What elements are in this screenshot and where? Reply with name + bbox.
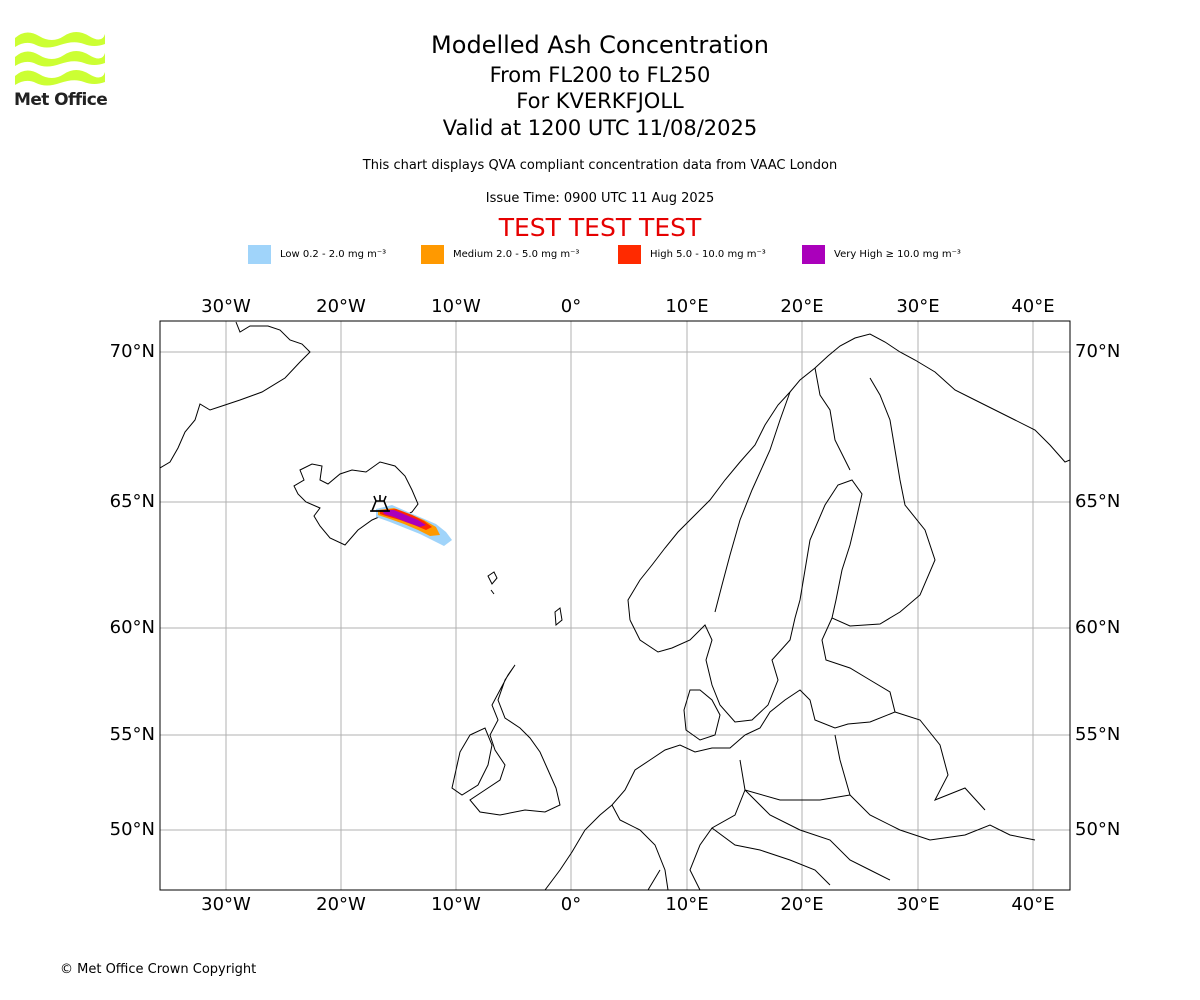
legend-item-low: Low 0.2 - 2.0 mg m⁻³ [248, 244, 386, 264]
lat-label: 60°N [110, 617, 155, 638]
coastline-finland [831, 377, 936, 627]
lat-label: 55°N [1075, 724, 1120, 745]
lon-labels-top: 30°W 20°W 10°W 0° 10°E 20°E 30°E 40°E [201, 296, 1054, 317]
legend-swatch [421, 244, 444, 264]
lon-label: 10°W [431, 296, 481, 317]
lon-label: 10°W [431, 894, 481, 915]
legend-label: Medium 2.0 - 5.0 mg m⁻³ [453, 248, 580, 260]
coastline-sweden-south [629, 479, 863, 723]
lon-label: 20°E [780, 296, 823, 317]
met-office-wave-icon [15, 32, 105, 86]
coastline-great-britain [469, 664, 561, 816]
coastline-greenland [160, 321, 311, 469]
flight-levels: From FL200 to FL250 [489, 63, 711, 87]
chart-subtitle: This chart displays QVA compliant concen… [362, 158, 838, 173]
coastline-continent [544, 734, 746, 890]
ash-plume-very-high [382, 510, 426, 527]
lat-label: 60°N [1075, 617, 1120, 638]
lat-label: 65°N [110, 491, 155, 512]
lon-label: 40°E [1011, 894, 1054, 915]
country-borders [611, 711, 1036, 890]
coastline-baltic [744, 617, 896, 736]
logo-text: Met Office [14, 90, 108, 110]
legend-swatch [802, 244, 825, 264]
coastline-denmark [683, 689, 721, 741]
ash-plume [376, 505, 452, 546]
legend-swatch [618, 244, 641, 264]
valid-time: Valid at 1200 UTC 11/08/2025 [442, 116, 758, 140]
coastlines [160, 321, 1070, 890]
copyright: © Met Office Crown Copyright [60, 962, 257, 977]
met-office-logo: Met Office [14, 30, 109, 112]
border-sweden-finland [814, 367, 851, 471]
legend-item-very-high: Very High ≥ 10.0 mg m⁻³ [802, 244, 961, 264]
lon-label: 30°E [896, 894, 939, 915]
test-banner: TEST TEST TEST [498, 213, 702, 242]
lat-label: 70°N [1075, 341, 1120, 362]
volcano-icon [370, 495, 390, 512]
legend-swatch [248, 244, 271, 264]
lat-labels-left: 70°N 65°N 60°N 55°N 50°N [110, 341, 155, 840]
legend-item-medium: Medium 2.0 - 5.0 mg m⁻³ [421, 244, 579, 264]
lat-label: 50°N [110, 819, 155, 840]
volcano-name: For KVERKFJOLL [516, 89, 684, 113]
border-norway-sweden [714, 391, 791, 613]
lon-labels-bottom: 30°W 20°W 10°W 0° 10°E 20°E 30°E 40°E [201, 894, 1054, 915]
lon-label: 10°E [665, 894, 708, 915]
lat-labels-right: 70°N 65°N 60°N 55°N 50°N [1075, 341, 1120, 840]
issue-time: Issue Time: 0900 UTC 11 Aug 2025 [485, 191, 715, 206]
coastline-iceland [293, 461, 419, 546]
chart-title: Modelled Ash Concentration [431, 31, 769, 59]
lon-label: 20°W [316, 894, 366, 915]
coastline-shetland [554, 607, 563, 627]
legend-label: Very High ≥ 10.0 mg m⁻³ [834, 248, 961, 260]
lat-label: 50°N [1075, 819, 1120, 840]
lon-label: 40°E [1011, 296, 1054, 317]
lon-label: 30°E [896, 296, 939, 317]
lat-label: 55°N [110, 724, 155, 745]
coastline-ireland [451, 727, 493, 796]
lon-label: 30°W [201, 894, 251, 915]
lat-label: 70°N [110, 341, 155, 362]
coastline-faroe [487, 571, 498, 595]
legend-item-high: High 5.0 - 10.0 mg m⁻³ [618, 244, 766, 264]
legend-label: Low 0.2 - 2.0 mg m⁻³ [280, 248, 387, 260]
map-frame [159, 320, 1071, 891]
coastline-scandinavia [627, 333, 1070, 621]
lon-label: 30°W [201, 296, 251, 317]
lon-label: 10°E [665, 296, 708, 317]
lon-label: 0° [561, 296, 581, 317]
lon-label: 20°W [316, 296, 366, 317]
lon-label: 20°E [780, 894, 823, 915]
lon-label: 0° [561, 894, 581, 915]
lat-label: 65°N [1075, 491, 1120, 512]
map-gridlines [160, 321, 1070, 890]
legend-label: High 5.0 - 10.0 mg m⁻³ [650, 248, 766, 260]
